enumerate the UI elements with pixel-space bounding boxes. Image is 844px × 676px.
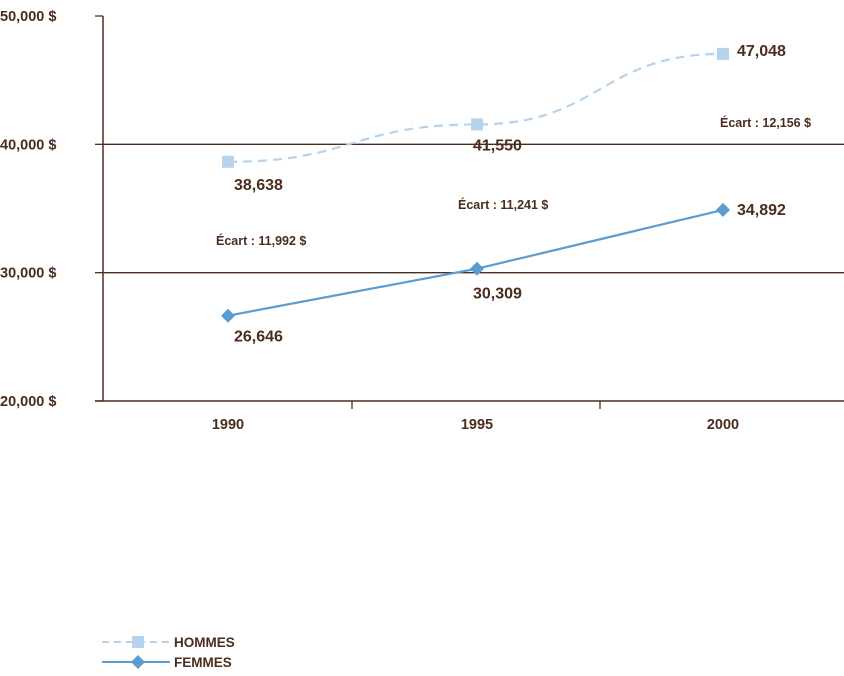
marker-square: [717, 47, 729, 60]
line-chart: 50,000 $ 40,000 $ 30,000 $ 20,000 $ 1990 1995…: [0, 9, 844, 433]
y-tick-label: 40,000 $: [0, 137, 56, 153]
legend-item-femmes: FEMMES: [100, 652, 235, 672]
gridlines: [103, 143, 844, 274]
y-tick-label: 50,000 $: [0, 9, 56, 25]
labels: 50,000 $ 40,000 $ 30,000 $ 20,000 $ 1990 1995…: [0, 9, 811, 433]
legend-swatch-hommes: [102, 636, 170, 648]
legend-swatch-femmes: [102, 655, 170, 669]
marker-square: [471, 118, 483, 131]
y-tick-label: 20,000 $: [0, 394, 56, 410]
axes: [95, 15, 844, 409]
data-label: 26,646: [234, 329, 283, 346]
y-tick-label: 30,000 $: [0, 266, 56, 282]
legend-item-hommes: HOMMES: [100, 632, 235, 652]
marker-diamond: [221, 308, 235, 323]
series-line-hommes: [227, 52, 724, 163]
legend-label-femmes: FEMMES: [174, 654, 232, 670]
data-label: 34,892: [737, 202, 786, 219]
legend: HOMMES FEMMES: [100, 632, 235, 672]
x-tick-label: 1995: [461, 417, 493, 433]
data-label: 38,638: [234, 177, 283, 194]
marker-diamond: [470, 261, 484, 276]
data-label: 30,309: [473, 286, 522, 303]
gap-annotation: Écart : 11,992 $: [216, 233, 306, 248]
data-label: 41,550: [473, 137, 522, 154]
x-tick-label: 2000: [707, 417, 739, 433]
marker-square: [222, 155, 234, 168]
data-label: 47,048: [737, 43, 786, 60]
x-tick-label: 1990: [212, 417, 244, 433]
gap-annotation: Écart : 12,156 $: [720, 115, 811, 130]
legend-label-hommes: HOMMES: [174, 634, 235, 650]
marker-diamond: [716, 202, 730, 217]
series: [221, 47, 730, 323]
gap-annotation: Écart : 11,241 $: [458, 197, 548, 212]
